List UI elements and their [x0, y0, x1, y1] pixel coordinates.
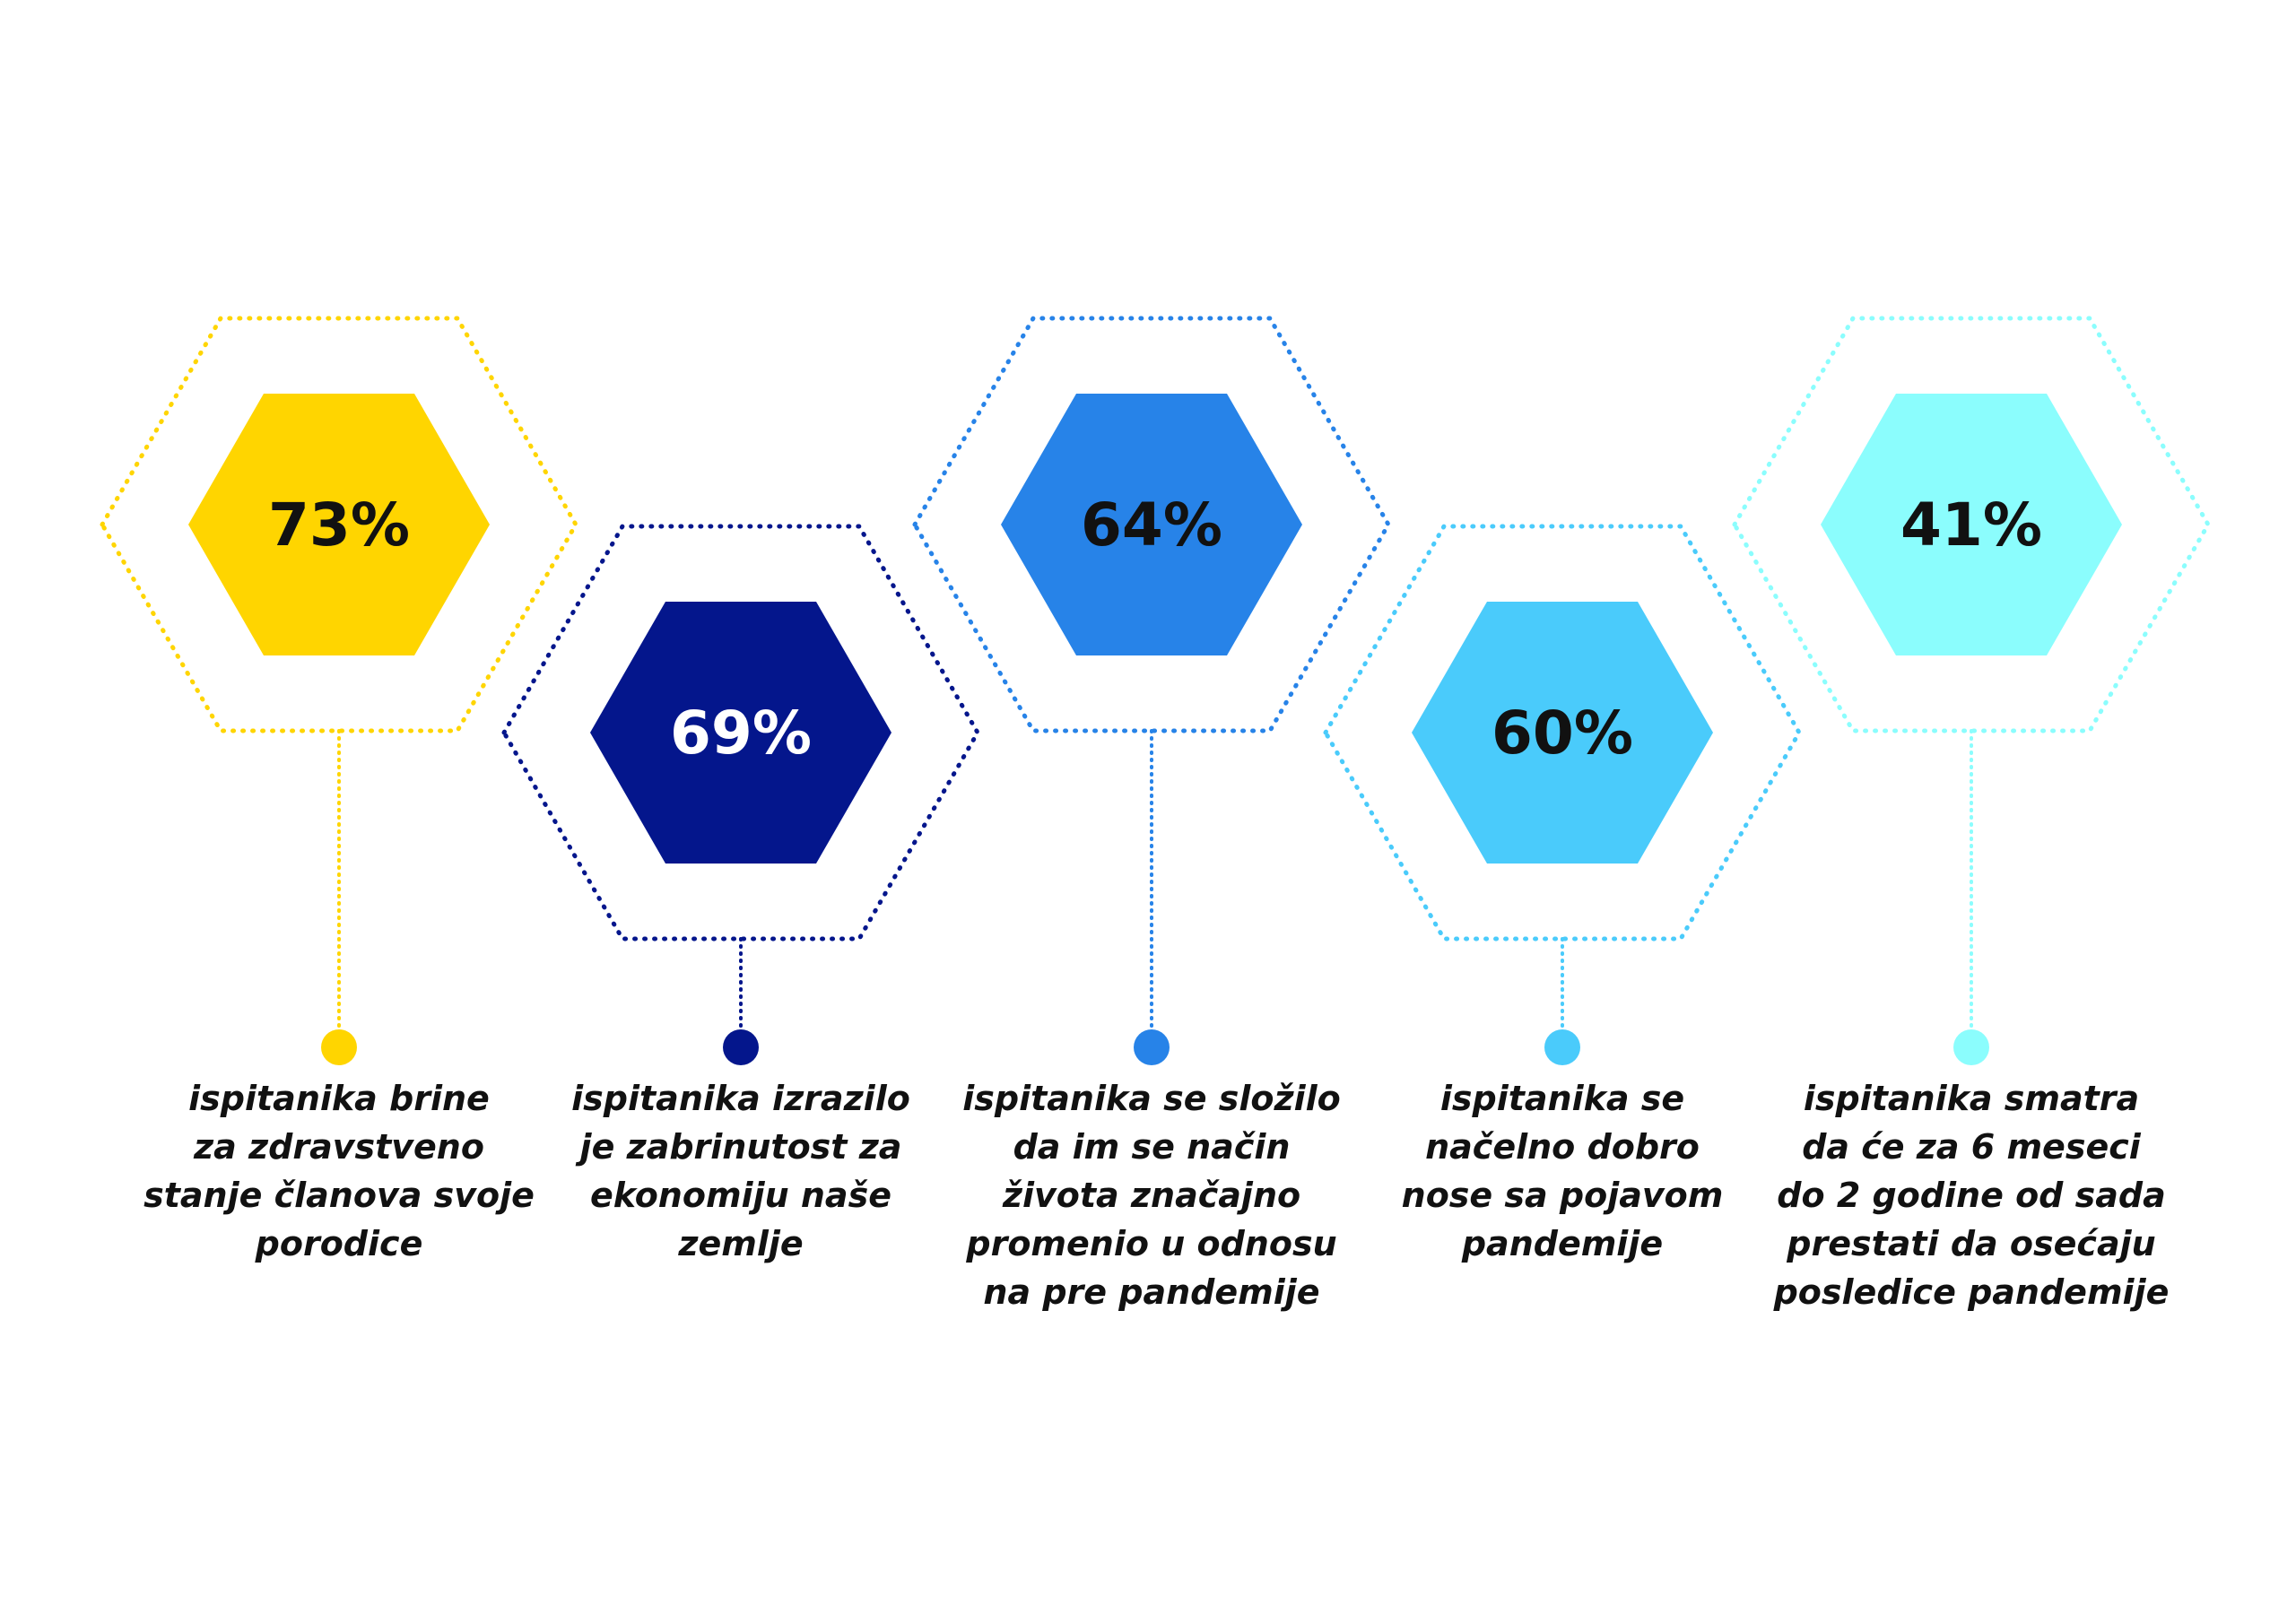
- inner-hexagon: [1001, 394, 1302, 655]
- caption-line: porodice: [255, 1224, 423, 1263]
- stat-item: 60% ispitanika se načelno dobro nose sa poj…: [1323, 524, 1802, 1263]
- inner-hexagon: [188, 394, 490, 655]
- marker-dot: [1134, 1029, 1170, 1065]
- stat-value: 73%: [268, 490, 410, 560]
- inner-hexagon: [590, 602, 891, 864]
- caption-line: načelno dobro: [1425, 1127, 1700, 1167]
- inner-hexagon: [1821, 394, 2122, 655]
- caption-line: za zdravstveno: [193, 1127, 484, 1167]
- caption-line: nose sa pojavom: [1402, 1176, 1724, 1215]
- stat-item: 73% ispitanika brine za zdravstveno stanje …: [100, 316, 578, 1263]
- stat-caption: ispitanika smatra da će za 6 meseci do 2 g…: [1773, 1079, 2170, 1312]
- stat-value: 64%: [1081, 490, 1222, 560]
- stat-value: 69%: [670, 699, 812, 768]
- caption-line: ispitanika izrazilo: [571, 1079, 910, 1118]
- caption-line: ekonomiju naše: [590, 1176, 891, 1215]
- caption-line: ispitanika brine: [188, 1079, 490, 1118]
- outer-hexagon: [100, 316, 578, 733]
- outer-hexagon: [1732, 316, 2211, 733]
- caption-line: života značajno: [1002, 1176, 1300, 1215]
- stat-caption: ispitanika izrazilo je zabrinutost za ekon…: [571, 1079, 910, 1263]
- caption-line: na pre pandemije: [983, 1272, 1319, 1312]
- caption-line: zemlje: [677, 1224, 803, 1263]
- caption-line: ispitanika se složilo: [962, 1079, 1341, 1118]
- caption-line: pandemije: [1461, 1224, 1663, 1263]
- caption-line: da će za 6 meseci: [1802, 1127, 2142, 1167]
- caption-line: ispitanika smatra: [1804, 1079, 2139, 1118]
- stat-caption: ispitanika se složilo da im se način život…: [962, 1079, 1341, 1312]
- caption-line: posledice pandemije: [1773, 1272, 2170, 1312]
- stat-caption: ispitanika se načelno dobro nose sa pojavo…: [1402, 1079, 1724, 1263]
- inner-hexagon: [1412, 602, 1713, 864]
- stat-value: 60%: [1492, 699, 1633, 768]
- stat-item: 64% ispitanika se složilo da im se način ži…: [912, 316, 1391, 1312]
- outer-hexagon: [1323, 524, 1802, 942]
- caption-line: promenio u odnosu: [965, 1224, 1336, 1263]
- caption-line: ispitanika se: [1440, 1079, 1684, 1118]
- caption-line: stanje članova svoje: [144, 1176, 535, 1215]
- outer-hexagon: [501, 524, 980, 942]
- outer-hexagon: [912, 316, 1391, 733]
- stat-caption: ispitanika brine za zdravstveno stanje čla…: [144, 1079, 535, 1263]
- marker-dot: [1544, 1029, 1580, 1065]
- caption-line: je zabrinutost za: [576, 1127, 902, 1167]
- stats-layer: 73% ispitanika brine za zdravstveno stanje …: [100, 316, 2211, 1312]
- stat-item: 69% ispitanika izrazilo je zabrinutost za e…: [501, 524, 980, 1263]
- stat-value: 41%: [1900, 490, 2042, 560]
- caption-line: da im se način: [1013, 1127, 1291, 1167]
- marker-dot: [1953, 1029, 1989, 1065]
- caption-line: prestati da osećaju: [1786, 1224, 2155, 1263]
- stat-item: 41% ispitanika smatra da će za 6 meseci do …: [1732, 316, 2211, 1312]
- marker-dot: [321, 1029, 357, 1065]
- marker-dot: [723, 1029, 759, 1065]
- caption-line: do 2 godine od sada: [1777, 1176, 2165, 1215]
